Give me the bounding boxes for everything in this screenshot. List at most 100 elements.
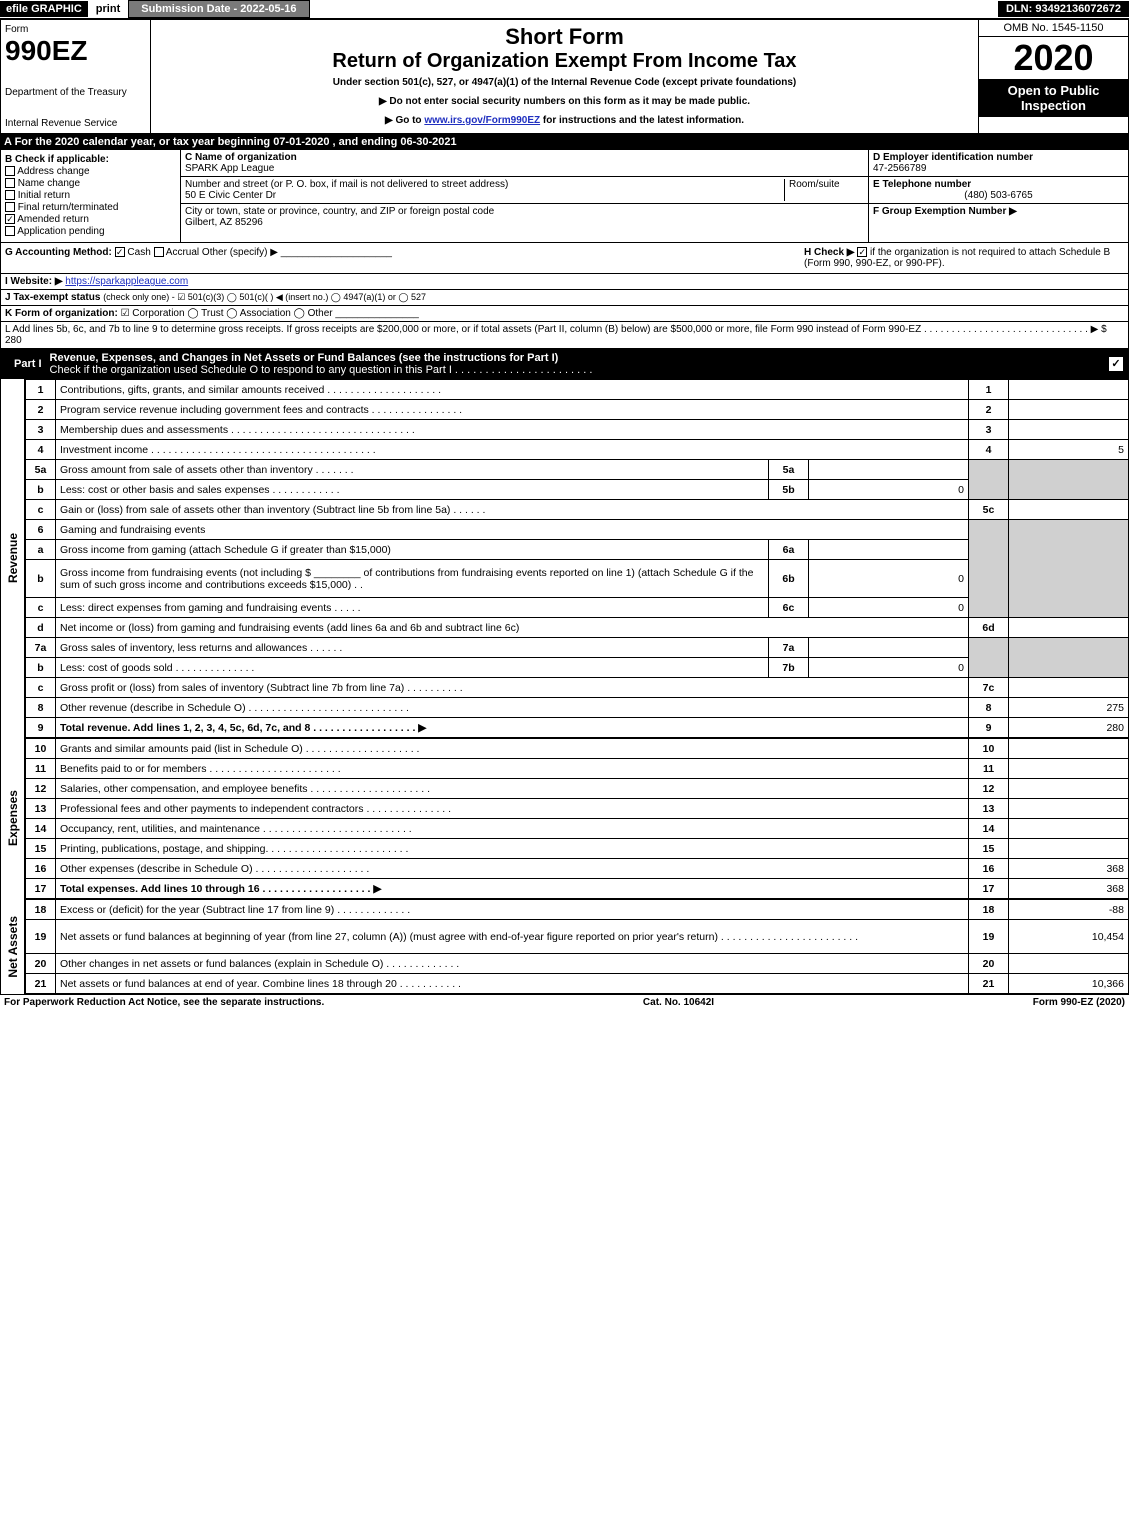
line-6: 6Gaming and fundraising events bbox=[26, 520, 1129, 540]
omb-number: OMB No. 1545-1150 bbox=[979, 20, 1128, 37]
print-link[interactable]: print bbox=[88, 1, 128, 17]
line-1: 1Contributions, gifts, grants, and simil… bbox=[26, 380, 1129, 400]
short-form-title: Short Form bbox=[155, 24, 974, 50]
line-19: 19Net assets or fund balances at beginni… bbox=[26, 920, 1129, 954]
section-c: C Name of organization SPARK App League … bbox=[181, 150, 868, 242]
b-opt-1[interactable]: Name change bbox=[5, 178, 176, 189]
info-right: D Employer identification number 47-2566… bbox=[868, 150, 1128, 242]
city-label: City or town, state or province, country… bbox=[185, 206, 864, 217]
line-3: 3Membership dues and assessments . . . .… bbox=[26, 420, 1129, 440]
revenue-table: 1Contributions, gifts, grants, and simil… bbox=[25, 379, 1129, 738]
header-center: Short Form Return of Organization Exempt… bbox=[151, 20, 978, 133]
netassets-table: 18Excess or (deficit) for the year (Subt… bbox=[25, 899, 1129, 994]
line-9: 9Total revenue. Add lines 1, 2, 3, 4, 5c… bbox=[26, 718, 1129, 738]
c-name-row: C Name of organization SPARK App League bbox=[181, 150, 868, 177]
line-17: 17Total expenses. Add lines 10 through 1… bbox=[26, 879, 1129, 899]
h-label: H Check ▶ bbox=[804, 247, 854, 258]
part1-checkbox[interactable]: ✓ bbox=[1109, 357, 1123, 371]
section-k: K Form of organization: ☑ Corporation ◯ … bbox=[0, 306, 1129, 322]
website-link[interactable]: https://sparkappleague.com bbox=[65, 276, 188, 287]
footer-right: Form 990-EZ (2020) bbox=[1033, 997, 1125, 1008]
section-e: E Telephone number (480) 503-6765 bbox=[869, 177, 1128, 204]
page-footer: For Paperwork Reduction Act Notice, see … bbox=[0, 994, 1129, 1010]
ein-value: 47-2566789 bbox=[873, 163, 1124, 174]
dept-label: Department of the Treasury bbox=[5, 87, 146, 98]
gh-row: G Accounting Method: ✓ Cash Accrual Othe… bbox=[0, 243, 1129, 274]
line-20: 20Other changes in net assets or fund ba… bbox=[26, 954, 1129, 974]
form-header: Form 990EZ Department of the Treasury In… bbox=[0, 19, 1129, 134]
org-name: SPARK App League bbox=[185, 163, 864, 174]
b-opt-4[interactable]: ✓ Amended return bbox=[5, 214, 176, 225]
netassets-section: Net Assets 18Excess or (deficit) for the… bbox=[0, 899, 1129, 994]
form-word: Form bbox=[5, 24, 146, 35]
section-h: H Check ▶ ✓ if the organization is not r… bbox=[804, 247, 1124, 269]
line-5c: cGain or (loss) from sale of assets othe… bbox=[26, 500, 1129, 520]
line-14: 14Occupancy, rent, utilities, and mainte… bbox=[26, 819, 1129, 839]
k-opts: ☑ Corporation ◯ Trust ◯ Association ◯ Ot… bbox=[121, 308, 333, 319]
c-city-row: City or town, state or province, country… bbox=[181, 204, 868, 230]
footer-left: For Paperwork Reduction Act Notice, see … bbox=[4, 997, 324, 1008]
line-2: 2Program service revenue including gover… bbox=[26, 400, 1129, 420]
line-13: 13Professional fees and other payments t… bbox=[26, 799, 1129, 819]
h-check[interactable]: ✓ bbox=[857, 247, 867, 257]
line-21: 21Net assets or fund balances at end of … bbox=[26, 974, 1129, 994]
b-opt-2[interactable]: Initial return bbox=[5, 190, 176, 201]
line-15: 15Printing, publications, postage, and s… bbox=[26, 839, 1129, 859]
revenue-side-label: Revenue bbox=[1, 379, 25, 738]
period-bar: A For the 2020 calendar year, or tax yea… bbox=[0, 134, 1129, 150]
efile-label: efile GRAPHIC bbox=[0, 1, 88, 17]
part1-title: Revenue, Expenses, and Changes in Net As… bbox=[50, 352, 1109, 376]
b-opt-0[interactable]: Address change bbox=[5, 166, 176, 177]
dln-label: DLN: 93492136072672 bbox=[998, 1, 1129, 17]
j-label: J Tax-exempt status bbox=[5, 292, 100, 303]
f-label: F Group Exemption Number ▶ bbox=[873, 206, 1017, 217]
k-label: K Form of organization: bbox=[5, 308, 118, 319]
line-7c: cGross profit or (loss) from sales of in… bbox=[26, 678, 1129, 698]
b-opt-3[interactable]: Final return/terminated bbox=[5, 202, 176, 213]
org-city: Gilbert, AZ 85296 bbox=[185, 217, 864, 228]
info-block: B Check if applicable: Address change Na… bbox=[0, 150, 1129, 243]
d-label: D Employer identification number bbox=[873, 152, 1124, 163]
netassets-side-label: Net Assets bbox=[1, 899, 25, 994]
line-12: 12Salaries, other compensation, and empl… bbox=[26, 779, 1129, 799]
b-opt-5[interactable]: Application pending bbox=[5, 226, 176, 237]
open-public: Open to Public Inspection bbox=[979, 79, 1128, 117]
top-bar: efile GRAPHIC print Submission Date - 20… bbox=[0, 0, 1129, 19]
header-left: Form 990EZ Department of the Treasury In… bbox=[1, 20, 151, 133]
irs-link[interactable]: www.irs.gov/Form990EZ bbox=[424, 115, 540, 126]
line-11: 11Benefits paid to or for members . . . … bbox=[26, 759, 1129, 779]
c-addr-row: Number and street (or P. O. box, if mail… bbox=[181, 177, 868, 204]
j-detail: (check only one) - ☑ 501(c)(3) ◯ 501(c)(… bbox=[103, 292, 426, 302]
goto-post: for instructions and the latest informat… bbox=[540, 115, 744, 126]
line-18: 18Excess or (deficit) for the year (Subt… bbox=[26, 900, 1129, 920]
g-label: G Accounting Method: bbox=[5, 247, 112, 258]
i-label: I Website: ▶ bbox=[5, 276, 63, 287]
addr-label: Number and street (or P. O. box, if mail… bbox=[185, 179, 784, 190]
expenses-section: Expenses 10Grants and similar amounts pa… bbox=[0, 738, 1129, 899]
goto-pre: ▶ Go to bbox=[385, 115, 424, 126]
revenue-section: Revenue 1Contributions, gifts, grants, a… bbox=[0, 379, 1129, 738]
g-cash-check[interactable]: ✓ bbox=[115, 247, 125, 257]
part1-label: Part I bbox=[6, 358, 50, 370]
footer-mid: Cat. No. 10642I bbox=[324, 997, 1032, 1008]
line-5a: 5aGross amount from sale of assets other… bbox=[26, 460, 1129, 480]
section-b: B Check if applicable: Address change Na… bbox=[1, 150, 181, 242]
submission-date: Submission Date - 2022-05-16 bbox=[128, 0, 309, 18]
irs-label: Internal Revenue Service bbox=[5, 118, 146, 129]
tax-year: 2020 bbox=[979, 37, 1128, 79]
line-5b: bLess: cost or other basis and sales exp… bbox=[26, 480, 1129, 500]
section-j: J Tax-exempt status (check only one) - ☑… bbox=[0, 290, 1129, 306]
g-accrual-check[interactable] bbox=[154, 247, 164, 257]
phone-value: (480) 503-6765 bbox=[873, 190, 1124, 201]
line-6a: aGross income from gaming (attach Schedu… bbox=[26, 540, 1129, 560]
section-l: L Add lines 5b, 6c, and 7b to line 9 to … bbox=[0, 322, 1129, 349]
form-title: Return of Organization Exempt From Incom… bbox=[155, 50, 974, 73]
line-6d: dNet income or (loss) from gaming and fu… bbox=[26, 618, 1129, 638]
section-d: D Employer identification number 47-2566… bbox=[869, 150, 1128, 177]
line-16: 16Other expenses (describe in Schedule O… bbox=[26, 859, 1129, 879]
room-label: Room/suite bbox=[784, 179, 864, 201]
section-f: F Group Exemption Number ▶ bbox=[869, 204, 1128, 219]
form-subtitle: Under section 501(c), 527, or 4947(a)(1)… bbox=[155, 77, 974, 88]
line-6c: cLess: direct expenses from gaming and f… bbox=[26, 598, 1129, 618]
b-title: B Check if applicable: bbox=[5, 154, 176, 165]
